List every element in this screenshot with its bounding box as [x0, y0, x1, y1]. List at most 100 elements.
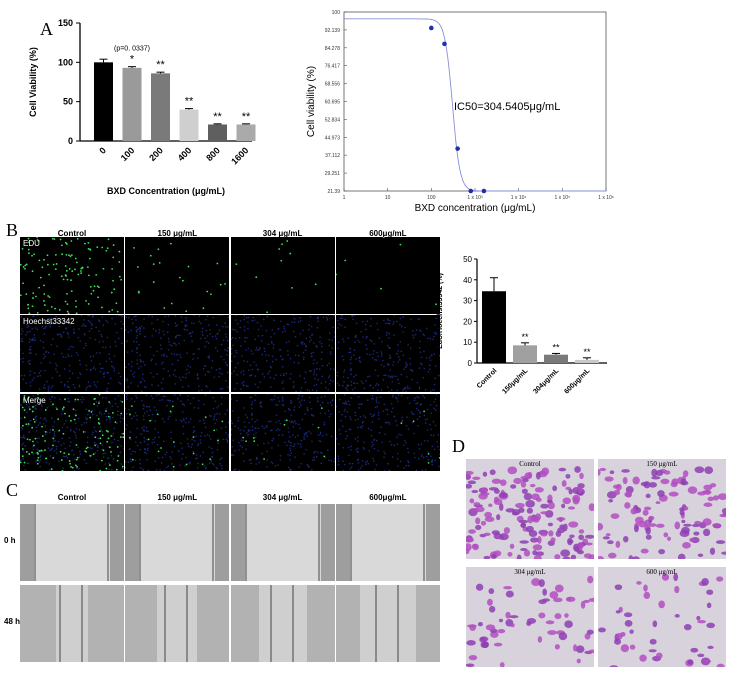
y-tick-label: 100	[58, 57, 73, 67]
cell-texture	[230, 504, 335, 581]
x-tick-label: 1 x 10⁶	[598, 195, 614, 201]
x-axis-label: BXD Concentration (μg/mL)	[107, 186, 225, 196]
x-tick-label: 150μg/mL	[501, 367, 530, 396]
ic50-curve-chart: 21.39 29.251 37.112 44.973 52.834 60.695 68.55…	[306, 10, 614, 214]
bar-100	[122, 67, 142, 141]
p-value-annotation: (p=0. 0337)	[114, 46, 150, 53]
bar-0	[94, 62, 113, 142]
wound-row-label: 48 h	[4, 617, 21, 626]
x-tick-label: 10	[385, 195, 391, 201]
x-tick-label: 1 x 10⁴	[511, 195, 527, 201]
wound-micrograph	[335, 585, 440, 662]
cell-dots	[234, 240, 317, 314]
y-tick-label: 50	[463, 255, 472, 264]
cell-dots	[125, 315, 230, 393]
x-tick-label: 400	[176, 145, 194, 163]
panel-c-label: C	[6, 480, 19, 500]
y-tick-label: 30	[463, 297, 472, 306]
edu-column-header: 600μg/mL	[369, 229, 407, 238]
wound-micrograph	[125, 585, 230, 662]
y-axis-label: EdU/Hoechst33342 (%)	[437, 273, 444, 349]
significance-mark: **	[583, 347, 591, 357]
edu-column-header: 150 μg/mL	[157, 229, 198, 238]
bar-Control	[482, 291, 506, 363]
transwell-micrograph: 600 μg/mL	[598, 567, 726, 667]
significance-mark: **	[185, 96, 194, 108]
y-tick-label: 50	[63, 97, 73, 107]
cell-dots	[230, 393, 335, 471]
wound-micrograph	[20, 504, 124, 581]
y-tick-label: 0	[468, 359, 473, 368]
y-tick-label: 21.39	[327, 189, 340, 195]
x-tick-label: 1600	[229, 145, 250, 166]
x-tick-label: 1 x 10⁵	[554, 195, 570, 201]
cell-dots	[133, 242, 227, 313]
y-tick-label: 0	[68, 136, 73, 146]
wound-column-header: Control	[57, 493, 87, 502]
wound-micrograph	[230, 585, 335, 662]
ic50-annotation: IC50=304.5405μg/mL	[454, 101, 560, 113]
y-tick-label: 150	[58, 18, 73, 28]
y-tick-label: 76.417	[325, 64, 341, 70]
x-tick-label: 1	[343, 195, 346, 201]
y-tick-label: 92.139	[325, 28, 341, 34]
x-axis-label: BXD concentration (μg/mL)	[415, 203, 536, 214]
edu-micrograph: EDU	[20, 237, 124, 314]
bar-800	[208, 124, 227, 141]
stained-cells	[598, 466, 726, 559]
edu-micrograph	[125, 237, 230, 314]
data-point	[429, 25, 434, 31]
significance-mark: **	[521, 332, 529, 342]
cell-texture	[125, 585, 230, 662]
significance-mark: **	[242, 111, 251, 123]
panel-d-label: D	[452, 436, 465, 456]
stained-cells	[466, 575, 594, 667]
transwell-label: 600 μg/mL	[646, 568, 678, 576]
data-point	[442, 41, 447, 47]
edu-row-label: Merge	[23, 395, 46, 405]
x-tick-label: 304μg/mL	[532, 367, 561, 396]
data-point	[468, 188, 474, 194]
y-axis-label: Cell viability (%)	[306, 66, 317, 137]
wound-column-header: 600μg/mL	[369, 493, 407, 502]
edu-micrograph	[230, 237, 335, 314]
y-tick-label: 84.278	[325, 46, 341, 52]
x-tick-label: 100	[119, 145, 137, 163]
y-tick-label: 52.834	[325, 117, 341, 123]
x-tick-label: 0	[97, 145, 108, 156]
fit-curve	[344, 18, 606, 192]
bar-400	[179, 109, 199, 141]
data-point	[481, 188, 487, 194]
y-tick-label: 10	[463, 338, 472, 347]
bar-150μg/mL	[513, 345, 537, 363]
cell-dots	[20, 393, 124, 471]
edu-micrograph	[335, 393, 440, 471]
cell-texture	[335, 504, 440, 581]
transwell-label: 150 μg/mL	[646, 460, 678, 468]
x-tick-label: 800	[204, 145, 222, 163]
viability-bar-chart: 0 50 100 150 Cell Viability (%) 0 * 100 ** 200 ** 4…	[28, 18, 256, 196]
stained-cells	[598, 573, 725, 667]
data-point	[455, 146, 460, 151]
y-tick-label: 44.973	[325, 135, 341, 141]
panel-a-label: A	[40, 19, 53, 39]
x-tick-label: 1 x 10³	[467, 195, 483, 201]
edu-column-header: Control	[57, 229, 87, 238]
x-tick-label: 100	[427, 195, 436, 201]
bar-200	[151, 73, 170, 141]
edu-row-label: Hoechst33342	[23, 317, 75, 327]
bar-1600	[236, 124, 256, 141]
x-tick-label: 200	[147, 145, 165, 163]
transwell-micrograph: 304 μg/mL	[466, 567, 594, 667]
edu-row-label: EDU	[23, 239, 40, 248]
panel-b-label: B	[6, 220, 19, 240]
edu-micrograph	[335, 315, 440, 393]
cell-dots	[335, 393, 440, 471]
y-tick-label: 29.251	[325, 171, 341, 177]
y-tick-label: 68.556	[325, 82, 341, 88]
cell-texture	[125, 504, 230, 581]
edu-micrograph	[230, 315, 335, 393]
x-tick-label: 600μg/mL	[563, 367, 592, 396]
wound-micrograph	[335, 504, 440, 581]
transwell-micrograph: 150 μg/mL	[598, 459, 726, 559]
